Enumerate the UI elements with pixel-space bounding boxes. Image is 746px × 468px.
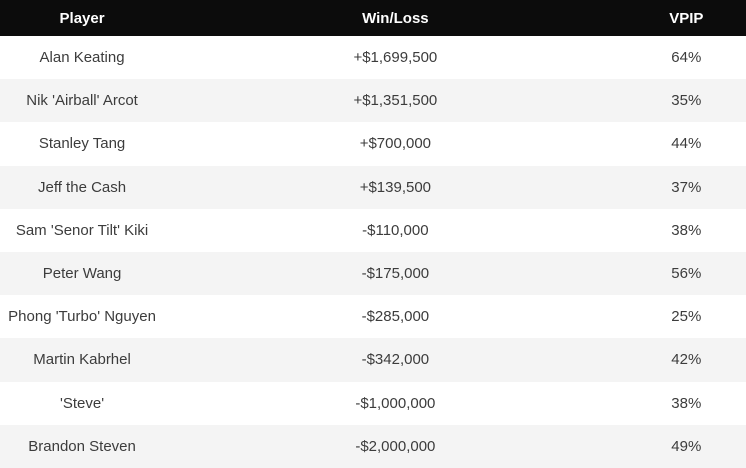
vpip-cell: 35% xyxy=(626,79,746,123)
player-name-cell: Jeff the Cash xyxy=(0,165,165,209)
win-loss-cell: +$1,351,500 xyxy=(164,79,627,123)
win-loss-cell: +$1,699,500 xyxy=(164,36,627,80)
vpip-cell: 38% xyxy=(626,208,746,252)
win-loss-cell: -$1,000,000 xyxy=(164,381,627,425)
table-row: Sam 'Senor Tilt' Kiki -$110,000 38% xyxy=(0,208,746,252)
player-name-cell: Stanley Tang xyxy=(0,122,165,166)
win-loss-cell: -$2,000,000 xyxy=(164,424,627,468)
table-body: Alan Keating +$1,699,500 64% Nik 'Airball' … xyxy=(0,36,746,468)
table-row: Martin Kabrhel -$342,000 42% xyxy=(0,338,746,382)
table-header-row: Player Win/Loss VPIP xyxy=(0,0,746,36)
table-row: Brandon Steven -$2,000,000 49% xyxy=(0,424,746,468)
vpip-cell: 44% xyxy=(626,122,746,166)
vpip-cell: 49% xyxy=(626,424,746,468)
player-name-cell: Sam 'Senor Tilt' Kiki xyxy=(0,208,165,252)
vpip-cell: 25% xyxy=(626,295,746,339)
table-row: Alan Keating +$1,699,500 64% xyxy=(0,36,746,80)
player-name-cell: 'Steve' xyxy=(0,381,165,425)
win-loss-cell: -$110,000 xyxy=(164,208,627,252)
table-row: Peter Wang -$175,000 56% xyxy=(0,251,746,296)
table-row: Nik 'Airball' Arcot +$1,351,500 35% xyxy=(0,79,746,123)
table-row: Jeff the Cash +$139,500 37% xyxy=(0,165,746,209)
table-row: 'Steve' -$1,000,000 38% xyxy=(0,381,746,425)
win-loss-cell: +$139,500 xyxy=(164,165,627,209)
vpip-cell: 42% xyxy=(626,338,746,382)
win-loss-cell: -$342,000 xyxy=(164,338,627,382)
vpip-cell: 38% xyxy=(626,381,746,425)
vpip-cell: 64% xyxy=(626,36,746,80)
win-loss-cell: -$175,000 xyxy=(164,251,627,296)
player-name-cell: Nik 'Airball' Arcot xyxy=(0,79,165,123)
player-name-cell: Phong 'Turbo' Nguyen xyxy=(0,295,165,339)
player-name-cell: Peter Wang xyxy=(0,251,165,296)
table-row: Stanley Tang +$700,000 44% xyxy=(0,122,746,166)
column-header-vpip: VPIP xyxy=(626,0,746,36)
player-name-cell: Alan Keating xyxy=(0,36,165,80)
player-name-cell: Martin Kabrhel xyxy=(0,338,165,382)
vpip-cell: 56% xyxy=(626,251,746,296)
vpip-cell: 37% xyxy=(626,165,746,209)
player-name-cell: Brandon Steven xyxy=(0,424,165,468)
column-header-winloss: Win/Loss xyxy=(164,0,627,36)
win-loss-cell: -$285,000 xyxy=(164,295,627,339)
column-header-player: Player xyxy=(0,0,165,36)
table-row: Phong 'Turbo' Nguyen -$285,000 25% xyxy=(0,295,746,339)
win-loss-cell: +$700,000 xyxy=(164,122,627,166)
